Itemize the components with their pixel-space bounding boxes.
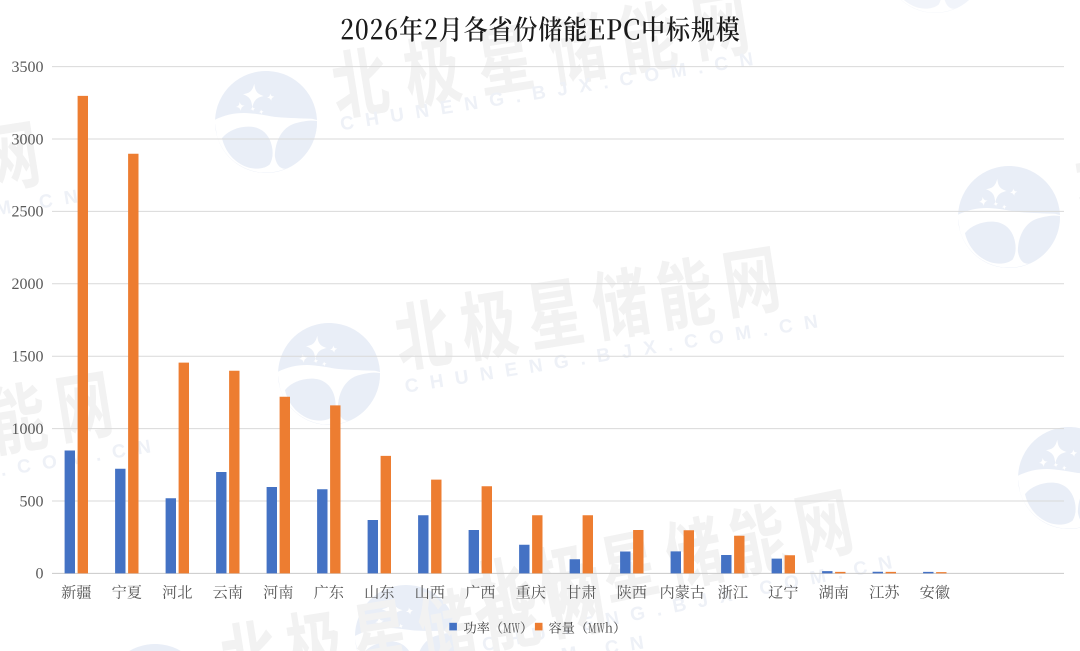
svg-text:1500: 1500 bbox=[12, 349, 44, 366]
svg-text:0: 0 bbox=[36, 566, 44, 583]
svg-text:1000: 1000 bbox=[12, 421, 44, 438]
svg-text:500: 500 bbox=[20, 493, 44, 510]
svg-text:3000: 3000 bbox=[12, 131, 44, 148]
svg-text:3500: 3500 bbox=[12, 59, 44, 76]
svg-text:2000: 2000 bbox=[12, 276, 44, 293]
svg-text:2500: 2500 bbox=[12, 204, 44, 221]
